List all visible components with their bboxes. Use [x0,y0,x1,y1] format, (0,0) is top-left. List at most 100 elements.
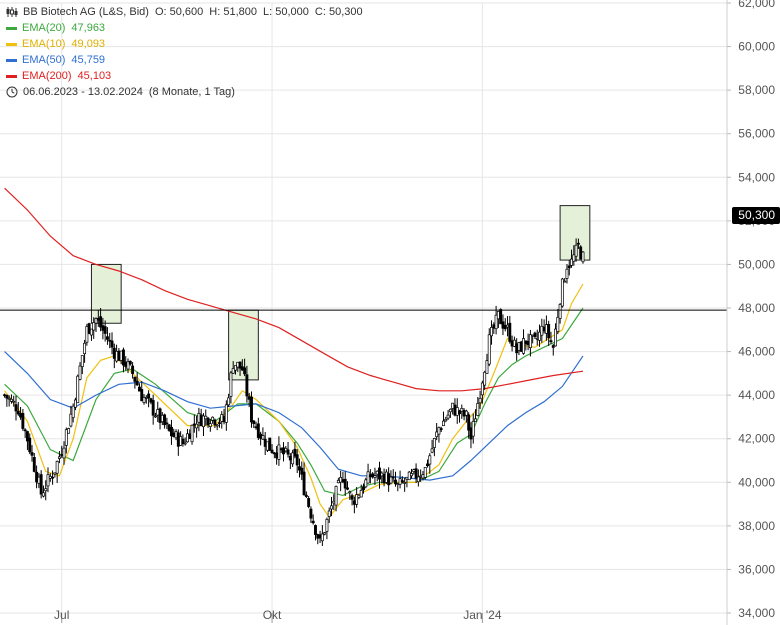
candle-body [554,328,557,347]
candle-body [154,415,157,418]
candle-body [439,428,443,430]
candle-body [126,361,130,370]
ema10-label: EMA(10) [22,38,66,50]
y-tick-label: 54,000 [738,170,775,184]
instrument-row: BB Biotech AG (L&S, Bid) O: 50,600 H: 51… [6,4,363,20]
candle-body [341,479,345,483]
candle-body [55,461,59,474]
candle-body [362,486,365,491]
legend-ema10[interactable]: EMA(10) 49,093 [6,36,363,52]
candle-body [240,366,244,371]
candle-body [105,336,109,340]
candle-body [224,404,228,423]
ohlc-open: O: 50,600 [154,6,204,18]
candle-body [400,480,404,483]
candle-body [327,510,331,517]
candle-body [414,468,418,479]
candle-body [334,486,338,506]
candle-body [197,413,201,423]
candle-body [25,431,29,442]
candle-body [517,342,521,351]
candle-body [506,324,509,328]
ema200-label: EMA(200) [22,70,72,82]
candle-body [35,471,39,483]
candle-body [547,324,551,339]
candle-body [526,341,530,346]
candle-body [138,386,141,392]
candle-body [471,421,475,437]
candle-body [291,452,295,465]
candle-body [357,494,361,498]
candle-body [524,340,528,345]
candle-body [44,488,48,492]
y-tick-label: 46,000 [738,345,775,359]
candle-body [179,436,183,446]
candle-body [64,429,68,446]
last-price-badge: 50,300 [732,207,780,224]
candle-body [478,397,482,404]
candle-body [254,426,258,429]
candle-body [560,278,564,307]
ema20-value: 47,963 [71,22,106,34]
x-tick-label: Okt [263,608,282,622]
legend-ema20[interactable]: EMA(20) 47,963 [6,20,363,36]
candlestick-icon [6,7,18,17]
candle-body [261,435,265,440]
candle-body [558,304,562,319]
ema200-value: 45,103 [77,70,112,82]
candle-body [528,334,532,349]
candle-body [309,508,313,519]
candle-body [371,473,375,478]
candle-body [535,337,539,340]
legend-ema50[interactable]: EMA(50) 45,759 [6,52,363,68]
candle-body [323,532,327,535]
y-tick-label: 58,000 [738,83,775,97]
candle-body [284,447,288,452]
candle-body [73,399,77,408]
candle-body [522,338,525,354]
candle-body [14,404,18,412]
candle-body [165,422,169,425]
x-axis-ticks: Jul Okt Jan '24 [54,608,502,623]
candle-body [252,420,256,424]
candle-body [432,438,436,448]
ohlc-close: C: 50,300 [314,6,363,18]
candle-body [167,424,171,431]
x-tick-label: Jan '24 [463,608,502,622]
candle-body [279,448,283,451]
candle-body [298,466,301,471]
candle-body [551,345,555,348]
candle-body [286,449,290,455]
candle-body [151,400,155,416]
candle-body [192,423,196,426]
candle-body [32,457,36,472]
candle-body [250,396,253,423]
candle-body [115,350,119,362]
candle-body [307,498,311,507]
ema20-swatch [6,26,17,30]
candle-body [190,424,194,443]
legend-ema200[interactable]: EMA(200) 45,103 [6,68,363,84]
candle-body [222,416,226,423]
candle-body [325,519,329,532]
candle-body [92,322,96,331]
candle-body [474,418,477,422]
candle-body [355,494,359,505]
candle-body [556,316,560,332]
candle-body [407,471,411,481]
candle-body [140,389,144,402]
candle-body [350,495,354,500]
candle-body [295,454,299,466]
candle-body [510,340,514,347]
candle-body [426,463,429,467]
candle-body [455,407,459,416]
y-tick-label: 60,000 [738,40,775,54]
candle-body [231,368,235,374]
candle-body [485,360,489,374]
candle-body [96,318,100,321]
candle-body [494,314,498,330]
candle-body [181,438,185,444]
candle-body [41,492,45,497]
ema20-label: EMA(20) [22,22,66,34]
